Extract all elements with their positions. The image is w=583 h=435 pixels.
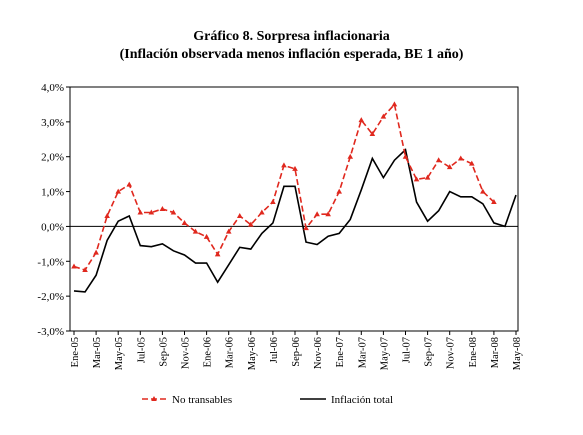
data-point-no-transables bbox=[347, 153, 354, 159]
x-tick-label: Ene-07 bbox=[335, 337, 346, 367]
y-tick-label: 0,0% bbox=[41, 221, 64, 233]
x-tick-label: May-08 bbox=[512, 337, 523, 370]
data-point-no-transables bbox=[259, 209, 265, 215]
x-tick-label: Jul-06 bbox=[269, 337, 280, 363]
data-point-no-transables bbox=[225, 228, 232, 234]
x-tick-label: May-06 bbox=[247, 337, 258, 370]
legend-marker-no-transables bbox=[151, 396, 157, 401]
x-tick-label: May-07 bbox=[379, 337, 390, 370]
plot-area bbox=[69, 86, 519, 332]
data-point-no-transables bbox=[469, 160, 475, 166]
data-point-no-transables bbox=[248, 221, 254, 227]
data-point-no-transables bbox=[491, 199, 497, 205]
data-point-no-transables bbox=[424, 174, 431, 180]
x-tick-label: Sep-06 bbox=[291, 337, 302, 367]
data-point-no-transables bbox=[192, 228, 199, 234]
data-point-no-transables bbox=[480, 188, 486, 194]
x-tick-label: Sep-07 bbox=[424, 337, 435, 367]
data-point-no-transables bbox=[159, 206, 166, 211]
y-tick-label: -2,0% bbox=[37, 291, 64, 303]
legend-label-no-transables: No transables bbox=[172, 394, 232, 406]
data-point-no-transables bbox=[413, 176, 420, 182]
x-tick-label: Mar-07 bbox=[357, 337, 368, 368]
x-tick-label: Jul-07 bbox=[402, 337, 413, 363]
data-point-no-transables bbox=[170, 209, 177, 215]
data-point-no-transables bbox=[148, 209, 155, 215]
y-tick-label: 4,0% bbox=[41, 82, 64, 94]
y-tick-label: 1,0% bbox=[41, 187, 64, 199]
data-point-no-transables bbox=[336, 188, 342, 194]
y-tick-label: -1,0% bbox=[37, 256, 64, 268]
data-point-no-transables bbox=[137, 209, 144, 215]
data-point-no-transables bbox=[214, 251, 221, 257]
data-point-no-transables bbox=[358, 117, 365, 123]
data-point-no-transables bbox=[303, 225, 309, 231]
series-line-inflacion-total bbox=[73, 148, 517, 293]
x-tick-label: Jul-05 bbox=[136, 337, 147, 363]
data-point-no-transables bbox=[457, 155, 464, 161]
data-point-no-transables bbox=[82, 267, 88, 272]
x-tick-label: Nov-05 bbox=[181, 337, 192, 369]
data-point-no-transables bbox=[446, 164, 453, 170]
x-tick-label: Ene-06 bbox=[203, 337, 214, 367]
y-tick-label: 3,0% bbox=[41, 117, 64, 129]
data-point-no-transables bbox=[270, 199, 276, 205]
data-point-no-transables bbox=[126, 181, 133, 187]
x-tick-label: Mar-08 bbox=[490, 337, 501, 368]
data-point-no-transables bbox=[435, 157, 442, 163]
x-tick-label: Nov-06 bbox=[313, 337, 324, 369]
data-point-no-transables bbox=[281, 162, 287, 168]
data-point-no-transables bbox=[325, 211, 331, 217]
data-point-no-transables bbox=[369, 131, 376, 137]
y-tick-label: -3,0% bbox=[37, 326, 64, 338]
x-tick-label: Ene-08 bbox=[468, 337, 479, 367]
data-point-no-transables bbox=[203, 233, 210, 239]
data-point-no-transables bbox=[236, 212, 243, 218]
data-point-no-transables bbox=[71, 263, 77, 269]
x-tick-label: May-05 bbox=[114, 337, 125, 370]
data-point-no-transables bbox=[402, 153, 409, 159]
data-point-no-transables bbox=[380, 113, 387, 119]
x-tick-label: Mar-06 bbox=[225, 337, 236, 368]
data-point-no-transables bbox=[93, 249, 99, 255]
x-tick-label: Nov-07 bbox=[446, 337, 457, 369]
data-point-no-transables bbox=[391, 101, 398, 107]
y-tick-label: 2,0% bbox=[41, 152, 64, 164]
x-tick-label: Mar-05 bbox=[92, 337, 103, 368]
data-point-no-transables bbox=[314, 211, 320, 217]
data-point-no-transables bbox=[181, 219, 188, 225]
data-point-no-transables bbox=[115, 188, 121, 194]
legend-label-inflacion-total: Inflación total bbox=[331, 394, 393, 406]
data-point-no-transables bbox=[104, 212, 110, 218]
chart-subtitle: (Inflación observada menos inflación esp… bbox=[119, 47, 464, 62]
x-tick-label: Ene-05 bbox=[70, 337, 81, 367]
data-point-no-transables bbox=[292, 165, 298, 171]
x-tick-label: Sep-05 bbox=[158, 337, 169, 367]
chart-title: Gráfico 8. Sorpresa inflacionaria bbox=[193, 29, 390, 44]
